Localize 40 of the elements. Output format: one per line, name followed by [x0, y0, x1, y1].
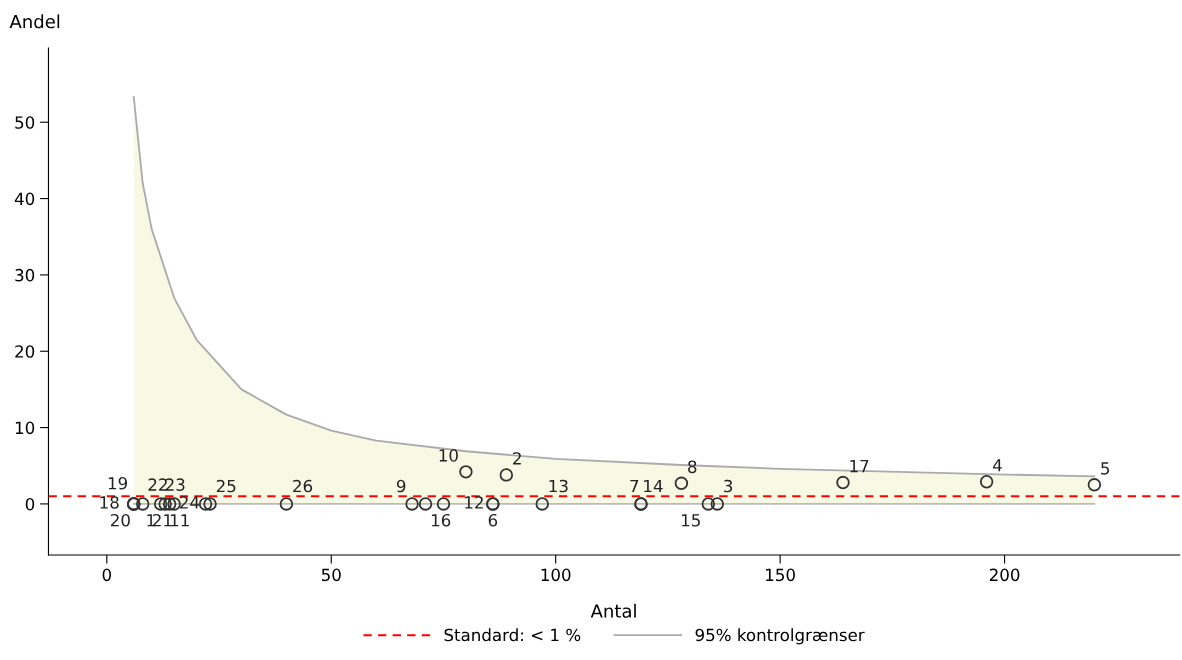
- annotation: 20: [110, 513, 130, 527]
- y-tick-label: 20: [15, 345, 35, 358]
- annotation: 22: [148, 478, 167, 491]
- annotation: 10: [439, 449, 458, 462]
- annotation: 18: [100, 496, 119, 509]
- x-tick-label: 0: [102, 568, 112, 582]
- y-tick-label: 0: [25, 497, 35, 511]
- annotation: 23: [165, 478, 185, 491]
- annotation: 24: [180, 496, 200, 509]
- annotation: 21: [153, 513, 172, 527]
- annotation: 7: [630, 479, 639, 493]
- x-tick-label: 100: [541, 568, 571, 582]
- x-tick-label: 150: [766, 568, 795, 582]
- y-tick-label: 50: [15, 116, 35, 129]
- annotation: 2: [513, 452, 521, 465]
- y-tick-label: 40: [14, 192, 35, 206]
- annotation: 4: [992, 459, 1002, 472]
- annotation: 17: [850, 459, 869, 473]
- legend-label: Standard: < 1 %: [444, 628, 581, 642]
- y-tick-label: 30: [15, 268, 35, 282]
- annotation: 14: [644, 479, 663, 493]
- annotation: 11: [170, 514, 189, 527]
- annotation: 26: [293, 479, 313, 493]
- annotation: 3: [724, 479, 733, 493]
- y-axis-title: Andel: [9, 14, 60, 29]
- annotation: 13: [549, 479, 568, 493]
- annotation: 6: [488, 513, 498, 527]
- annotation: 19: [108, 476, 128, 490]
- x-tick-label: 50: [321, 568, 341, 582]
- y-tick-label: 10: [15, 421, 35, 435]
- annotation: 16: [431, 513, 451, 527]
- annotation: 9: [396, 479, 406, 493]
- legend-label: 95% kontrolgrænser: [695, 628, 865, 645]
- x-tick-label: 200: [989, 568, 1020, 582]
- annotation: 15: [681, 514, 700, 527]
- x-axis-title: Antal: [590, 603, 636, 618]
- annotation: 8: [688, 460, 697, 474]
- annotation: 12: [465, 496, 483, 509]
- annotation: 25: [216, 479, 236, 493]
- annotation: 5: [1101, 462, 1110, 475]
